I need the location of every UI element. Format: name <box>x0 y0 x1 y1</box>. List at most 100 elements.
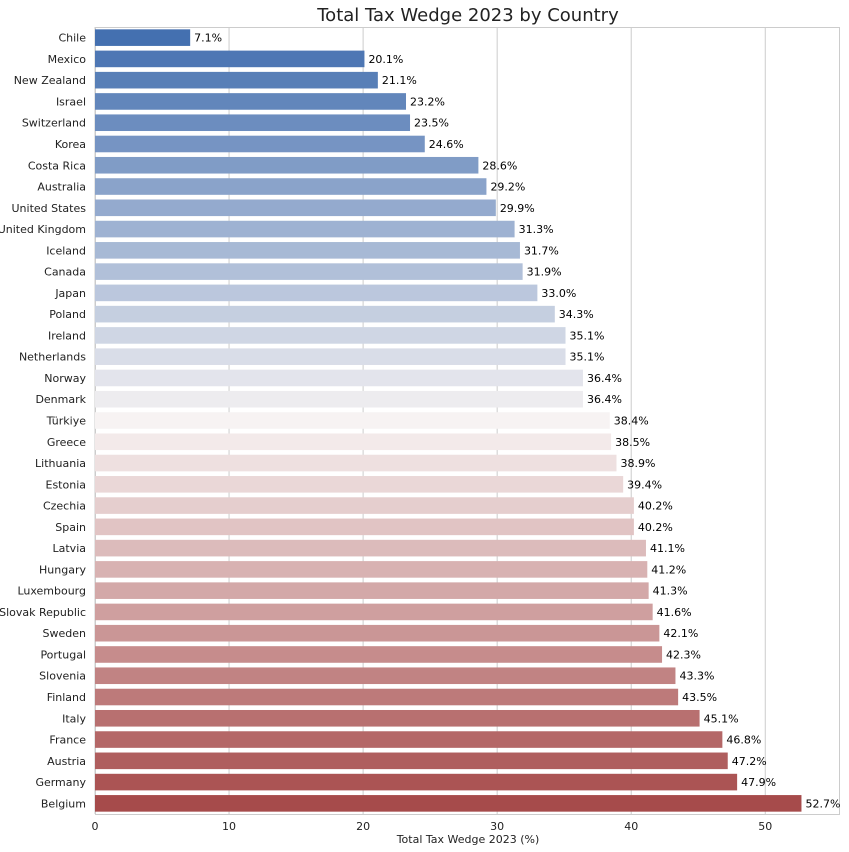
category-label: Japan <box>54 287 86 300</box>
bar <box>95 114 411 132</box>
bar <box>95 795 802 812</box>
category-label: Norway <box>44 372 86 385</box>
category-label: Israel <box>56 95 86 108</box>
bar <box>95 561 648 578</box>
x-tick-labels: 0 10 20 30 40 50 <box>92 820 773 833</box>
category-label: Finland <box>47 691 86 704</box>
bar-value-label: 24.6% <box>429 138 464 151</box>
category-label: Slovak Republic <box>0 606 86 619</box>
category-label: Denmark <box>35 393 86 406</box>
category-label: Greece <box>47 436 86 449</box>
bar-value-label: 47.9% <box>741 776 776 789</box>
category-label: Portugal <box>40 648 86 661</box>
bar-value-label: 40.2% <box>638 500 673 513</box>
bar-value-label: 38.9% <box>620 457 655 470</box>
category-label: Estonia <box>46 478 87 491</box>
x-tick-label: 10 <box>222 820 236 833</box>
bar <box>95 390 583 408</box>
category-label: Switzerland <box>22 117 86 130</box>
category-label: Hungary <box>39 563 86 576</box>
bar <box>95 50 365 68</box>
bar <box>95 284 538 302</box>
bar <box>95 752 728 770</box>
bar-value-label: 34.3% <box>559 308 594 321</box>
category-label: Poland <box>49 308 86 321</box>
category-label: Luxembourg <box>17 585 86 598</box>
category-label: Lithuania <box>35 457 86 470</box>
category-label: United States <box>12 202 87 215</box>
bar-value-label: 43.3% <box>679 670 714 683</box>
bar <box>95 518 634 536</box>
chart-title: Total Tax Wedge 2023 by Country <box>316 5 619 26</box>
bar-value-label: 40.2% <box>638 521 673 534</box>
category-label: Austria <box>47 755 86 768</box>
bar <box>95 688 679 706</box>
bar-value-label: 31.9% <box>527 266 562 279</box>
bar-value-label: 35.1% <box>570 329 605 342</box>
category-label: Canada <box>44 266 86 279</box>
bar <box>95 624 660 642</box>
bar <box>95 476 624 493</box>
bar <box>95 667 676 685</box>
bar <box>95 773 738 791</box>
bar-value-label: 41.6% <box>657 606 692 619</box>
category-label: Türkiye <box>46 415 87 428</box>
bar-value-label: 38.5% <box>615 436 650 449</box>
bar <box>95 348 566 365</box>
bar <box>95 582 649 599</box>
category-label: Italy <box>62 712 86 725</box>
category-label: Korea <box>55 138 86 151</box>
bar-value-label: 7.1% <box>194 32 222 45</box>
bar <box>95 603 653 621</box>
category-label: United Kingdom <box>0 223 86 236</box>
bar <box>95 497 634 514</box>
bar-value-label: 41.2% <box>651 563 686 576</box>
x-tick-label: 0 <box>92 820 99 833</box>
x-tick-label: 50 <box>758 820 772 833</box>
bar-value-label: 38.4% <box>614 415 649 428</box>
bar-value-label: 20.1% <box>368 53 403 66</box>
bar-value-label: 29.9% <box>500 202 535 215</box>
category-label: France <box>49 734 86 747</box>
bar <box>95 454 617 472</box>
bar-value-label: 36.4% <box>587 372 622 385</box>
category-label: Ireland <box>48 329 86 342</box>
bar <box>95 199 496 217</box>
bar <box>95 178 487 195</box>
bar-value-label: 29.2% <box>490 181 525 194</box>
x-tick-label: 40 <box>624 820 638 833</box>
bar-value-label: 41.1% <box>650 542 685 555</box>
bar-value-label: 52.7% <box>805 797 840 810</box>
bar <box>95 539 646 557</box>
bar-value-label: 42.3% <box>666 648 701 661</box>
bar <box>95 263 523 280</box>
bar <box>95 93 407 110</box>
category-label: Netherlands <box>19 351 86 364</box>
bar <box>95 29 191 46</box>
bar <box>95 327 566 344</box>
category-label: Australia <box>37 181 86 194</box>
x-axis-label: Total Tax Wedge 2023 (%) <box>396 833 540 846</box>
x-tick-label: 30 <box>490 820 504 833</box>
bar-value-label: 31.3% <box>519 223 554 236</box>
bar <box>95 433 612 451</box>
bars-group: 7.1% 20.1% 21.1% 23.2% 23.5% 24.6% 28.6% 29.2% 2… <box>95 29 840 812</box>
bar-value-label: 42.1% <box>663 627 698 640</box>
bar-value-label: 46.8% <box>726 734 761 747</box>
bar <box>95 242 520 259</box>
category-label: Iceland <box>46 244 86 257</box>
bar-value-label: 21.1% <box>382 74 417 87</box>
category-label: Spain <box>55 521 86 534</box>
category-label: New Zealand <box>14 74 86 87</box>
category-label: Slovenia <box>39 670 86 683</box>
bar <box>95 305 555 323</box>
category-label: Sweden <box>43 627 86 640</box>
bar <box>95 646 663 663</box>
category-label: Germany <box>35 776 86 789</box>
bar <box>95 369 583 387</box>
bar <box>95 71 378 89</box>
category-label: Latvia <box>53 542 87 555</box>
bar-value-label: 23.2% <box>410 95 445 108</box>
bar-value-label: 36.4% <box>587 393 622 406</box>
